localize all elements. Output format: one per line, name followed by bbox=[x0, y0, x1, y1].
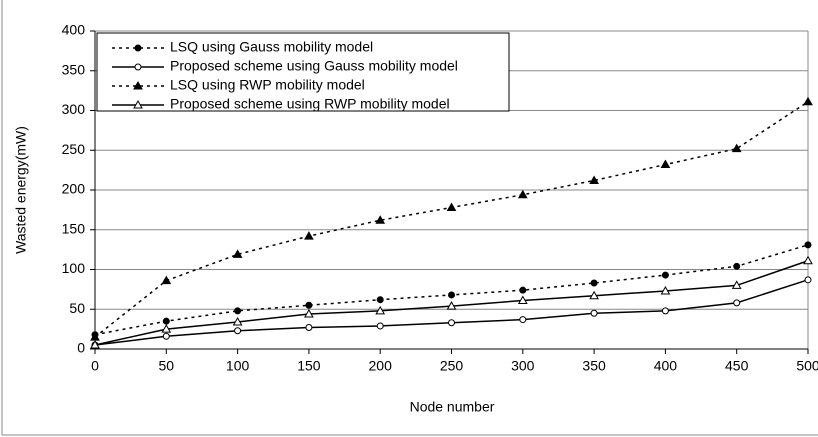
x-tick-label: 50 bbox=[159, 358, 175, 374]
point bbox=[517, 189, 528, 199]
x-tick-label: 150 bbox=[297, 358, 321, 374]
y-tick-label: 50 bbox=[69, 300, 85, 316]
point bbox=[161, 324, 172, 333]
point bbox=[590, 309, 598, 317]
x-tick-label: 100 bbox=[226, 358, 250, 374]
point bbox=[134, 44, 142, 52]
point bbox=[733, 262, 741, 270]
point bbox=[232, 316, 243, 326]
point bbox=[161, 275, 172, 285]
point bbox=[446, 301, 457, 310]
point bbox=[232, 249, 243, 258]
point bbox=[517, 295, 528, 305]
y-tick-label: 350 bbox=[62, 61, 86, 77]
legend-label: LSQ using RWP mobility model bbox=[170, 77, 365, 93]
point bbox=[448, 319, 455, 327]
legend-label: Proposed scheme using Gauss mobility mod… bbox=[170, 58, 458, 74]
y-tick-label: 150 bbox=[62, 220, 86, 236]
y-tick-label: 250 bbox=[62, 141, 86, 157]
x-axis-label: Node number bbox=[410, 399, 495, 415]
legend-label: LSQ using Gauss mobility model bbox=[170, 39, 373, 55]
x-tick-label: 250 bbox=[440, 358, 464, 374]
y-tick-label: 300 bbox=[62, 101, 86, 117]
point bbox=[519, 286, 527, 294]
point bbox=[804, 276, 812, 284]
point bbox=[590, 279, 598, 287]
x-tick-label: 200 bbox=[369, 358, 393, 374]
point bbox=[305, 301, 313, 309]
series-line bbox=[94, 279, 809, 346]
point bbox=[803, 255, 813, 265]
point bbox=[733, 299, 741, 307]
point bbox=[446, 202, 457, 211]
point bbox=[234, 307, 242, 315]
point bbox=[589, 290, 599, 300]
x-tick-label: 300 bbox=[511, 358, 535, 374]
x-tick-label: 400 bbox=[654, 358, 678, 374]
point bbox=[589, 175, 599, 184]
point bbox=[375, 305, 386, 315]
x-tick-label: 350 bbox=[582, 358, 606, 374]
point bbox=[90, 340, 100, 349]
point bbox=[660, 159, 671, 169]
y-tick-label: 400 bbox=[62, 22, 86, 38]
y-tick-label: 100 bbox=[62, 260, 86, 276]
point bbox=[234, 327, 242, 335]
point bbox=[133, 99, 143, 109]
x-tick-label: 450 bbox=[725, 358, 749, 374]
point bbox=[731, 280, 742, 289]
point bbox=[375, 215, 386, 224]
point bbox=[376, 296, 384, 304]
point bbox=[661, 271, 669, 279]
point bbox=[133, 80, 143, 90]
point bbox=[731, 143, 742, 153]
point bbox=[304, 309, 314, 318]
point bbox=[304, 231, 314, 240]
point bbox=[803, 96, 813, 106]
point bbox=[661, 307, 669, 315]
x-tick-label: 0 bbox=[91, 358, 99, 374]
x-tick-label: 500 bbox=[796, 358, 818, 374]
y-axis-label: Wasted energy(mW) bbox=[13, 126, 29, 254]
point bbox=[376, 322, 384, 330]
y-tick-label: 0 bbox=[77, 340, 85, 356]
point bbox=[660, 285, 671, 295]
point bbox=[804, 241, 812, 249]
point bbox=[162, 317, 170, 325]
legend-label: Proposed scheme using RWP mobility model bbox=[170, 96, 450, 112]
point bbox=[448, 291, 455, 299]
point bbox=[134, 63, 142, 71]
point bbox=[305, 324, 313, 332]
legend-box bbox=[96, 32, 510, 112]
y-tick-label: 200 bbox=[62, 181, 86, 197]
point bbox=[162, 332, 170, 340]
point bbox=[519, 316, 527, 324]
